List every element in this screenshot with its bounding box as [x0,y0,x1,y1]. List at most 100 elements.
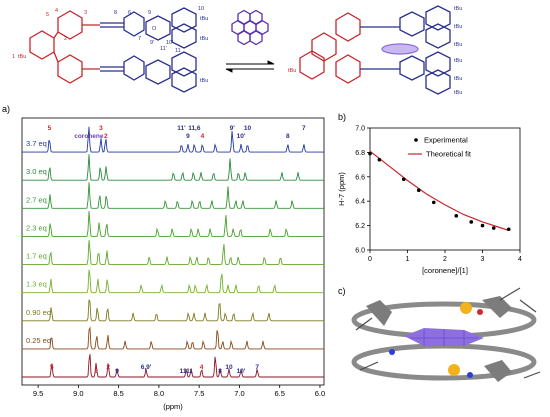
spectrum-eq-label: 1.7 eq [26,252,47,261]
scheme-label: 6 [128,10,131,16]
peak-assignment-label: 11,6 [188,125,201,132]
nmr-spectrum-trace [21,154,324,181]
spectrum-eq-label: 0.25 eq [26,336,51,345]
right-complex-molecule [299,5,451,95]
scheme-label: 11 [175,48,181,54]
left-host-molecule [29,7,197,93]
legend-experimental-marker [414,138,418,142]
x-axis-tick-label: 2 [443,256,447,263]
spectrum-eq-label: 2.7 eq [26,195,47,204]
x-axis-tick-label: 6.5 [274,389,284,398]
experimental-point [416,188,421,193]
peak-assignment-label: 4 [201,133,205,140]
y-axis-tick-label: 6.6 [355,174,365,181]
peak-assignment-label: 4 [200,364,204,371]
peak-assignment-label: 10' [237,368,246,375]
peak-assignment-label: 9 [115,368,119,375]
y-axis-tick-label: 6.0 [355,248,365,255]
x-axis-tick-label: 0 [368,256,372,263]
experimental-point [491,226,496,230]
x-axis-tick-label: 4 [518,256,522,263]
experimental-point [377,157,382,162]
scheme-label: 4 [55,8,58,14]
nmr-spectrum-trace [21,326,324,350]
scheme-label: tBu [454,90,462,96]
scheme-label: O [152,26,157,32]
y-axis-label: H-7 (ppm) [337,172,346,206]
crystal-structure-render [351,287,541,382]
peak-assignment-label: 2 [106,364,110,371]
scheme-label: tBu [200,16,208,22]
nmr-spectrum-trace [21,126,324,153]
scheme-label: 10' [166,40,173,46]
nmr-spectrum-trace [21,240,324,266]
peak-assignment-label: 3 [94,368,98,375]
isotherm-frame [369,127,521,251]
peak-assignment-label: 9' [230,125,236,132]
x-axis-label: [coronene]/[1] [422,266,468,275]
right-scheme-labels: tBu tBu tBu tBu tBu tBu tBu [288,6,462,96]
theoretical-fit-line [369,150,509,232]
peak-assignment-label: 10 [244,125,252,132]
peak-assignment-label: 9 [186,133,190,140]
nmr-spectra-panel: 3.7 eq 3.0 eq 2.7 eq 2.3 eq 1.7 eq 1.3 eq 0.90… [21,117,325,411]
scheme-label: 3 [84,10,87,16]
panel-c-label: c) [338,286,346,296]
legend-fit-label: Theoretical fit [426,150,472,159]
x-axis-tick-label: 9.0 [73,389,83,398]
panel-b-label: b) [338,112,346,122]
scheme-label: 9' [150,40,154,46]
scheme-label: tBu [18,54,26,60]
experimental-point [368,151,372,156]
peak-assignment-label: 3 [99,125,103,132]
y-axis-tick-label: 7.0 [355,126,365,133]
x-axis-tick-label: 7.5 [194,389,204,398]
y-axis-tick-label: 6.8 [355,150,365,157]
scheme-label: 8 [114,10,117,16]
scheme-label: 1 [12,54,15,60]
peak-assignment-label: 7 [255,364,259,371]
scheme-label: tBu [200,78,208,84]
spectrum-eq-label: 1.3 eq [26,280,47,289]
scheme-label: tBu [454,24,462,30]
binding-isotherm-panel: 0 1 2 3 4 6.0 6.2 6.4 6.6 6.8 7.0 [coronene]/[1] H-7… [337,126,522,276]
scheme-label: tBu [288,68,296,74]
nmr-spectrum-trace [22,354,324,378]
legend-experimental-label: Experimental [424,136,468,145]
x-axis-tick-label: 6.0 [315,389,325,398]
scheme-label: tBu [454,6,462,12]
x-axis-tick-label: 9.5 [33,389,43,398]
x-axis-tick-label: 1 [406,256,410,263]
peak-assignment-label: coronene [74,133,104,140]
spectrum-eq-label: 3.7 eq [26,139,47,148]
peak-assignment-label: 10 [225,364,233,371]
peak-assignment-label: 10' [237,133,246,140]
coronene-guest [231,9,269,46]
peak-assignment-label: 8 [286,133,290,140]
y-axis-tick-label: 6.2 [355,223,365,230]
panel-a-label: a) [2,104,10,114]
scheme-label: tBu [454,58,462,64]
peak-assignment-label: 5 [48,125,52,132]
equilibrium-arrows [225,60,275,73]
peak-assignment-label: 11' [177,125,186,132]
x-axis-tick-label: 7.0 [234,389,244,398]
peak-assignment-label: 8 [218,368,222,375]
scheme-label: 2 [64,36,67,42]
peak-assignment-label: 5 [50,364,54,371]
x-axis-tick-label: 8.0 [154,389,164,398]
x-axis-label: (ppm) [163,402,183,411]
nmr-spectrum-trace [21,299,324,322]
scheme-label: tBu [200,36,208,42]
nmr-spectrum-trace [21,182,324,209]
experimental-point [469,220,474,224]
x-axis-tick-label: 8.5 [113,389,123,398]
experimental-point [480,223,485,228]
scheme-label: 5 [46,12,49,18]
scheme-label: tBu [454,76,462,82]
scheme-label: 7 [138,36,141,42]
reaction-scheme: 5 4 3 2 6 7 8 9 10 11 10' 9' 11' 1 tBu O… [12,5,462,96]
experimental-point [454,214,459,218]
spectrum-eq-label: 0.90 eq [26,308,51,317]
